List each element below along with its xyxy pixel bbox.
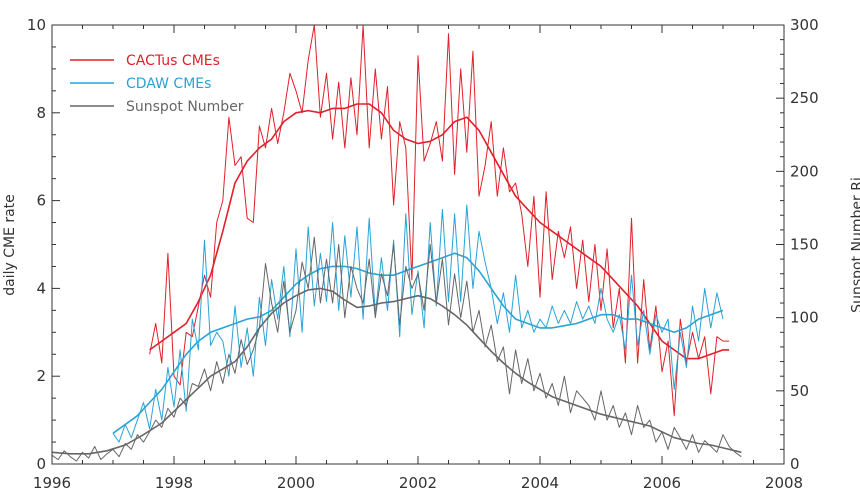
y-tick-label: 8: [36, 104, 46, 122]
y2-tick-label: 0: [790, 455, 800, 473]
y-tick-label: 6: [36, 192, 46, 210]
sunspot-number-monthly-line: [52, 236, 742, 462]
y2-axis-label: Sunspot Number Ri: [850, 177, 860, 313]
series-lines: [52, 25, 742, 462]
cactus-cmes-smoothed-line: [149, 103, 730, 360]
legend-entry: CDAW CMEs: [126, 76, 211, 92]
x-tick-label: 2008: [765, 474, 803, 492]
y-tick-label: 4: [36, 279, 46, 297]
y-axis-label: daily CME rate: [2, 194, 18, 296]
y2-tick-label: 250: [790, 89, 819, 107]
x-tick-label: 1998: [155, 474, 193, 492]
y2-tick-label: 200: [790, 162, 819, 180]
x-tick-label: 2004: [521, 474, 559, 492]
sunspot-number-smoothed-line: [52, 287, 742, 455]
legend-entry: Sunspot Number: [126, 99, 244, 115]
x-tick-label: 1996: [33, 474, 71, 492]
x-tick-label: 2002: [399, 474, 437, 492]
y-tick-label: 2: [36, 367, 46, 385]
legend: CACTus CMEs CDAW CMEs Sunspot Number: [70, 53, 244, 115]
y-tick-label: 10: [27, 16, 46, 34]
y2-tick-label: 300: [790, 16, 819, 34]
y2-tick-label: 100: [790, 309, 819, 327]
legend-entry: CACTus CMEs: [126, 53, 220, 69]
cdaw-cmes-smoothed-line: [112, 252, 724, 434]
cdaw-cmes-monthly-line: [112, 204, 724, 443]
axis-ticks: 1996 1998 2000 2002 2004 2006 2008024681005010…: [27, 16, 819, 492]
y2-tick-label: 50: [790, 382, 809, 400]
y2-tick-label: 150: [790, 236, 819, 254]
x-tick-label: 2000: [277, 474, 315, 492]
cactus-cmes-monthly-line: [149, 25, 730, 417]
x-tick-label: 2006: [643, 474, 681, 492]
y-tick-label: 0: [36, 455, 46, 473]
